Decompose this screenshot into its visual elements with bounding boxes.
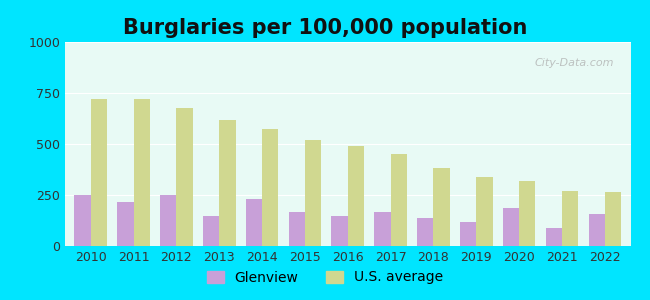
Bar [460,222,476,246]
Bar [476,177,493,246]
Bar [546,228,562,246]
Bar [391,154,407,246]
Legend: Glenview, U.S. average: Glenview, U.S. average [202,265,448,290]
Bar [91,99,107,246]
Bar [374,212,391,246]
Text: City-Data.com: City-Data.com [534,58,614,68]
Bar [332,216,348,246]
Bar [305,140,321,246]
Bar [176,108,192,246]
Bar [203,216,219,246]
Bar [219,119,235,246]
Bar [74,195,91,246]
Text: Burglaries per 100,000 population: Burglaries per 100,000 population [123,18,527,38]
Bar [117,202,133,246]
Bar [588,214,604,246]
Bar [160,195,176,246]
Bar [348,146,364,246]
Bar [503,208,519,246]
Bar [262,129,278,246]
Bar [417,218,434,246]
Bar [604,192,621,246]
Bar [562,191,578,246]
Bar [434,169,450,246]
Bar [133,99,150,246]
Bar [246,200,262,246]
Bar [289,212,305,246]
Bar [519,181,536,246]
